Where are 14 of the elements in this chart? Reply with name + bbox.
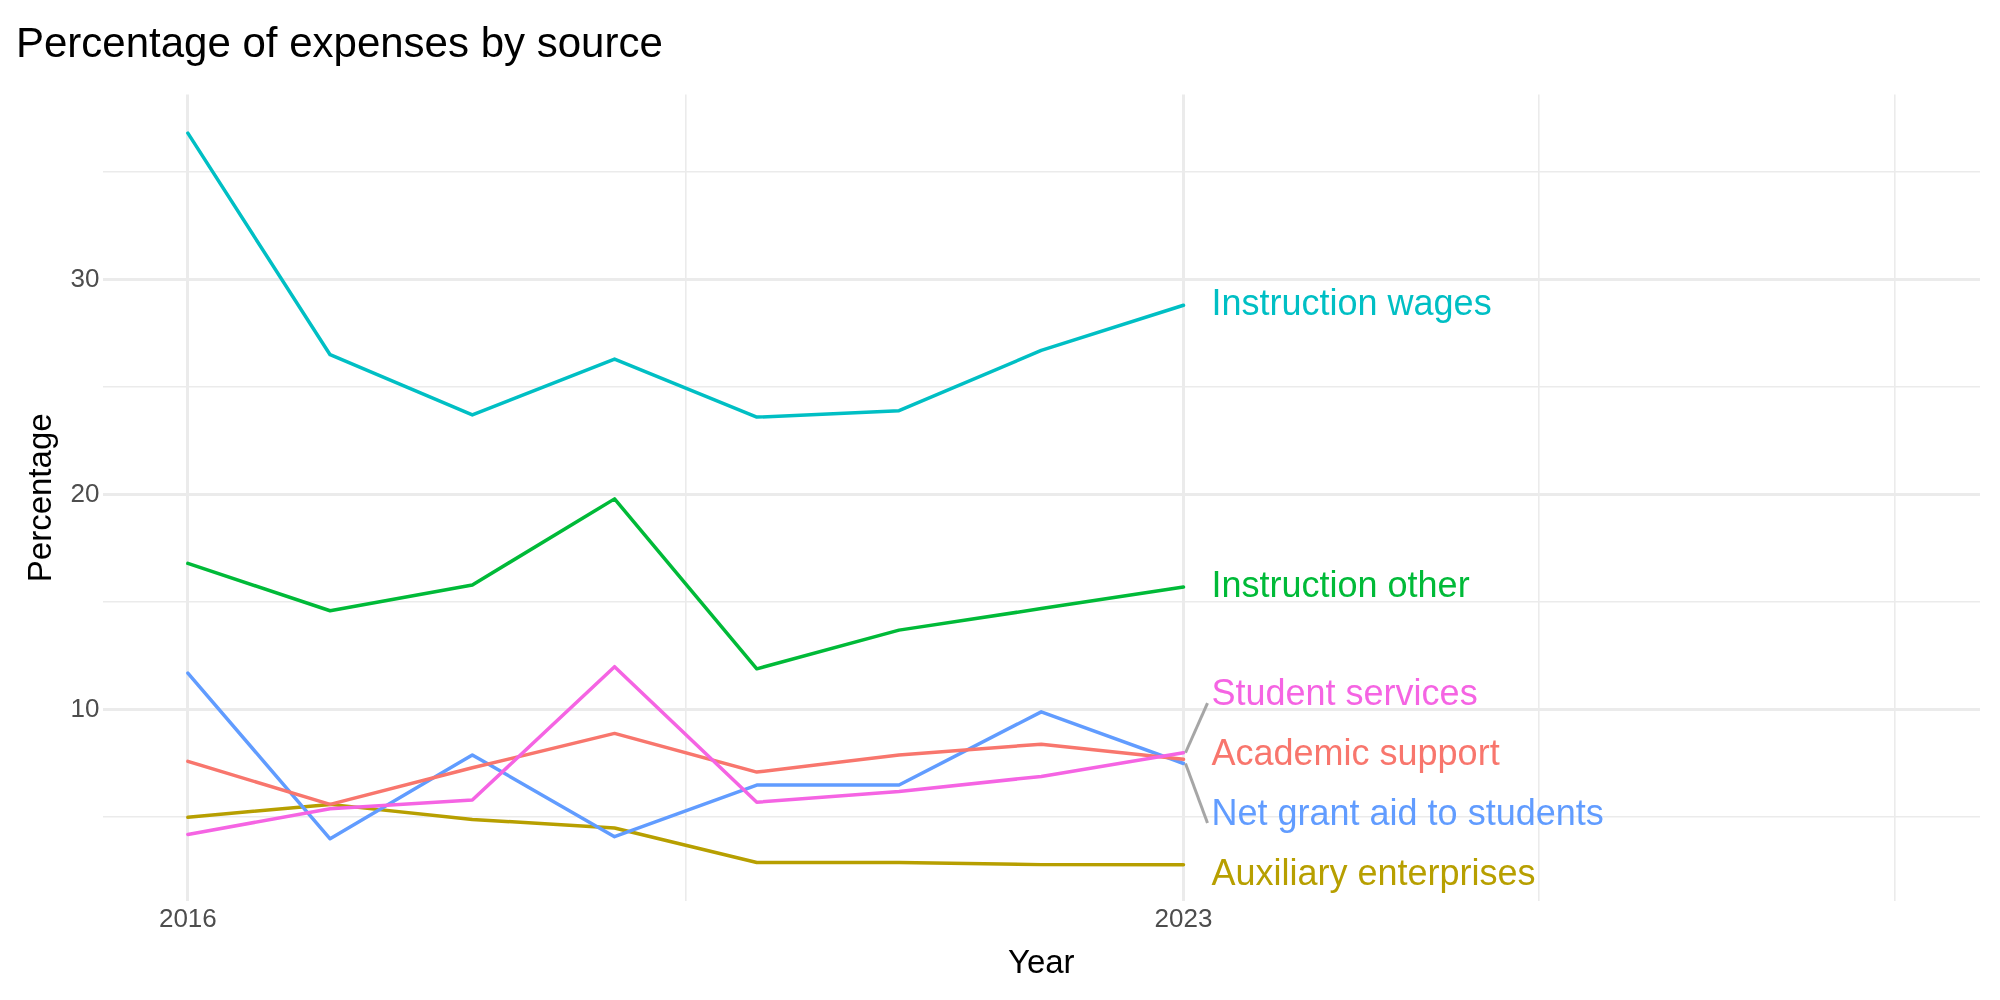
y-tick-label: 20 [70,477,100,508]
y-axis-title: Percentage [20,413,58,583]
series-label: Academic support [1211,731,1500,773]
y-tick-label: 10 [70,692,100,723]
x-axis-title: Year [1007,943,1075,981]
series-label: Auxiliary enterprises [1211,851,1536,893]
y-tick-label: 30 [70,262,100,293]
x-tick-label: 2023 [1154,902,1213,933]
x-tick-label: 2016 [158,902,217,933]
series-label: Net grant aid to students [1211,791,1604,833]
series-label: Instruction wages [1211,282,1492,324]
series-label: Instruction other [1211,564,1470,606]
chart-title: Percentage of expenses by source [16,18,663,66]
series-label: Student services [1211,671,1478,713]
